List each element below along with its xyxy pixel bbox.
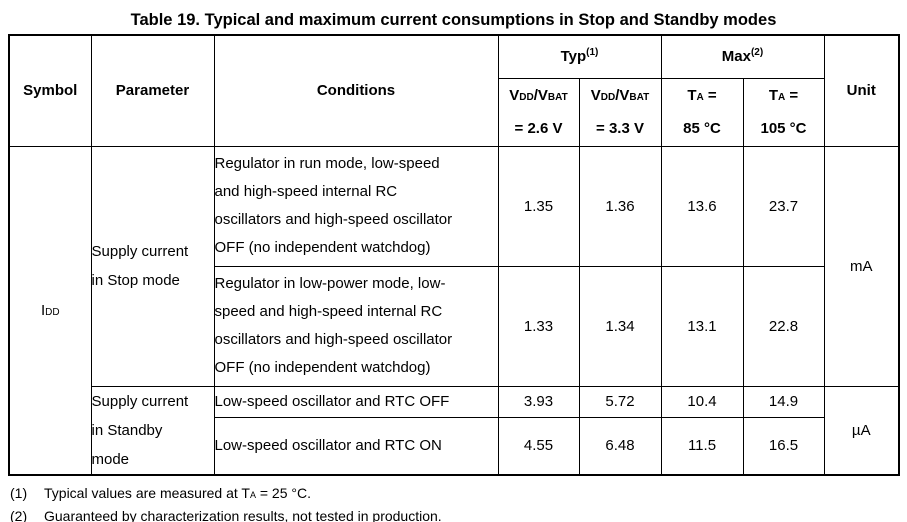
value-typ-2v6: 1.35 [497, 145, 580, 267]
col-header-ta-85: TA = 85 °C [660, 77, 744, 147]
text-line: mode [91, 450, 130, 468]
value-typ-2v6: 3.93 [497, 385, 580, 418]
unit-cell-ua: µA [823, 385, 900, 475]
ta-line: TA = [687, 87, 717, 104]
value-max-105: 23.7 [742, 145, 825, 267]
typ-footnote-ref: (1) [586, 47, 599, 59]
value-max-85: 10.4 [660, 385, 744, 418]
value-max-105: 16.5 [742, 416, 825, 476]
footnote-text: Guaranteed by characterization results, … [44, 508, 442, 522]
value-typ-2v6: 1.33 [497, 265, 580, 387]
text-line: Low-speed oscillator and RTC ON [214, 436, 442, 454]
value-max-105: 14.9 [742, 385, 825, 418]
text-line: Regulator in low-power mode, low- [214, 275, 446, 292]
ta-line: TA = [768, 87, 799, 104]
value-max-105: 22.8 [742, 265, 825, 387]
vdd-vbat-line: VDD/VBAT [509, 87, 568, 104]
col-group-max: Max(2) [660, 34, 825, 79]
footnotes: (1) Typical values are measured at TA = 2… [10, 483, 907, 522]
footnote-2: (2) Guaranteed by characterization result… [10, 506, 907, 522]
value-typ-3v3: 1.36 [578, 145, 662, 267]
temperature-value-line: 85 °C [683, 120, 721, 137]
typ-label: Typ [560, 48, 587, 66]
voltage-value-line: = 2.6 V [514, 120, 563, 137]
col-header-vdd-3v3: VDD/VBAT = 3.3 V [578, 77, 662, 147]
temperature-value-line: 105 °C [760, 120, 807, 137]
footnote-1: (1) Typical values are measured at TA = 2… [10, 483, 907, 507]
unit-cell-ma: mA [823, 145, 900, 387]
voltage-value-line: = 3.3 V [596, 120, 644, 137]
text-line: speed and high-speed internal RC [214, 303, 443, 320]
text-line: and high-speed internal RC [214, 183, 398, 200]
conditions-cell: Regulator in run mode, low-speed and hig… [213, 145, 499, 267]
conditions-cell: Low-speed oscillator and RTC ON [213, 416, 499, 476]
table-title: Table 19. Typical and maximum current co… [130, 11, 777, 29]
value-typ-3v3: 6.48 [578, 416, 662, 476]
symbol-cell-idd: IDD [8, 145, 92, 475]
value-max-85: 11.5 [660, 416, 744, 476]
col-header-unit: Unit [823, 34, 900, 147]
footnote-number: (1) [10, 484, 28, 501]
text-line: in Stop mode [91, 272, 180, 289]
max-footnote-ref: (2) [750, 47, 764, 59]
col-header-vdd-2v6: VDD/VBAT = 2.6 V [497, 77, 580, 147]
value-max-85: 13.6 [660, 145, 744, 267]
parameter-cell-stop-mode: Supply current in Stop mode [90, 145, 215, 387]
text-line: oscillators and high-speed oscillator [214, 331, 453, 348]
col-header-symbol: Symbol [8, 34, 92, 147]
text-line: Low-speed oscillator and RTC OFF [214, 392, 450, 410]
text-line: OFF (no independent watchdog) [214, 239, 431, 256]
current-consumption-table: Symbol Parameter Conditions Typ(1) Max(2… [8, 34, 900, 476]
col-group-typ: Typ(1) [497, 34, 662, 79]
text-line: oscillators and high-speed oscillator [214, 211, 453, 228]
text-line: OFF (no independent watchdog) [214, 359, 431, 376]
value-typ-3v3: 5.72 [578, 385, 662, 418]
parameter-cell-standby-mode: Supply current in Standby mode [90, 385, 215, 475]
value-typ-2v6: 4.55 [497, 416, 580, 476]
conditions-cell: Regulator in low-power mode, low- speed … [213, 265, 499, 387]
footnote-text: Typical values are measured at TA = 25 °… [44, 484, 311, 501]
col-header-conditions: Conditions [213, 34, 499, 147]
text-line: Supply current [91, 392, 189, 410]
vdd-vbat-line: VDD/VBAT [590, 87, 650, 104]
text-line: Supply current [91, 243, 189, 260]
max-label: Max [721, 48, 751, 66]
text-line: in Standby [91, 421, 163, 439]
col-header-ta-105: TA = 105 °C [742, 77, 825, 147]
conditions-cell: Low-speed oscillator and RTC OFF [213, 385, 499, 418]
footnote-number: (2) [10, 508, 28, 522]
value-max-85: 13.1 [660, 265, 744, 387]
value-typ-3v3: 1.34 [578, 265, 662, 387]
text-line: Regulator in run mode, low-speed [214, 155, 440, 172]
col-header-parameter: Parameter [90, 34, 215, 147]
